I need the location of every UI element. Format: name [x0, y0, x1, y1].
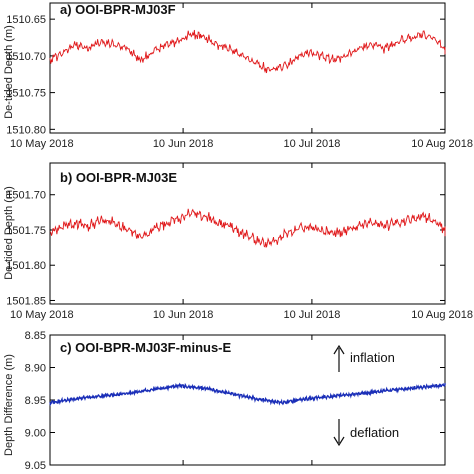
- panel-c-series-line: [49, 382, 446, 407]
- panel-c-ytick-label: 9.05: [25, 460, 46, 472]
- panel-c-ytick-label: 8.85: [25, 330, 46, 342]
- panel-a-xtick-label: 10 Aug 2018: [411, 138, 473, 150]
- panel-b-xtick-label: 10 May 2018: [10, 309, 74, 321]
- panel-a-xtick-label: 10 May 2018: [10, 138, 74, 150]
- panel-c: c) OOI-BPR-MJ03F-minus-E Depth Differenc…: [3, 330, 446, 472]
- panel-c-ytick-label: 8.90: [25, 363, 46, 375]
- panel-a-xtick-label: 10 Jul 2018: [283, 138, 340, 150]
- panel-b-ytick-label: 1501.85: [6, 295, 46, 307]
- panel-c-ticks: 8.85 8.90 8.95 9.00 9.05: [25, 330, 446, 472]
- inflation-annotation: inflation: [333, 344, 395, 372]
- down-arrow-icon: [333, 419, 345, 447]
- panel-a-frame: [49, 2, 446, 134]
- panel-c-ytick-label: 8.95: [25, 395, 46, 407]
- panel-a: a) OOI-BPR-MJ03F De-tided Depth (m) 1510…: [3, 2, 473, 150]
- panel-a-ylabel: De-tided Depth (m): [3, 25, 15, 119]
- panel-b-ytick-label: 1501.75: [6, 225, 46, 237]
- panel-a-ytick-label: 1510.80: [6, 124, 46, 136]
- panel-c-title: c) OOI-BPR-MJ03F-minus-E: [60, 340, 232, 355]
- panel-b-ytick-label: 1501.70: [6, 190, 46, 202]
- inflation-label: inflation: [350, 350, 395, 365]
- panel-b-xtick-label: 10 Jun 2018: [153, 309, 214, 321]
- panel-b-ytick-label: 1501.80: [6, 260, 46, 272]
- up-arrow-icon: [333, 344, 345, 372]
- deflation-annotation: deflation: [333, 419, 399, 447]
- panel-b-series-line: [49, 208, 446, 248]
- panel-a-ytick-label: 1510.65: [6, 14, 46, 26]
- panel-a-title: a) OOI-BPR-MJ03F: [60, 2, 176, 17]
- panel-b-xtick-label: 10 Aug 2018: [411, 309, 473, 321]
- panel-b-ylabel: De-tided Depth (m): [3, 186, 15, 280]
- deflation-label: deflation: [350, 425, 399, 440]
- panel-b-ticks: 1501.70 1501.75 1501.80 1501.85 10 May 2018 1…: [6, 163, 473, 321]
- panel-a-xtick-label: 10 Jun 2018: [153, 138, 214, 150]
- panel-c-ytick-label: 9.00: [25, 428, 46, 440]
- panel-a-ticks: 1510.65 1510.70 1510.75 1510.80 10 May 2018 1…: [6, 3, 473, 150]
- panel-a-ytick-label: 1510.75: [6, 88, 46, 100]
- panel-a-ytick-label: 1510.70: [6, 51, 46, 63]
- panel-b-title: b) OOI-BPR-MJ03E: [60, 170, 177, 185]
- panel-b-xtick-label: 10 Jul 2018: [283, 309, 340, 321]
- panel-c-ylabel: Depth Difference (m): [3, 354, 15, 456]
- panel-a-series-line: [49, 29, 446, 74]
- panel-b: b) OOI-BPR-MJ03E De-tided Depth (m) 1501…: [3, 162, 473, 321]
